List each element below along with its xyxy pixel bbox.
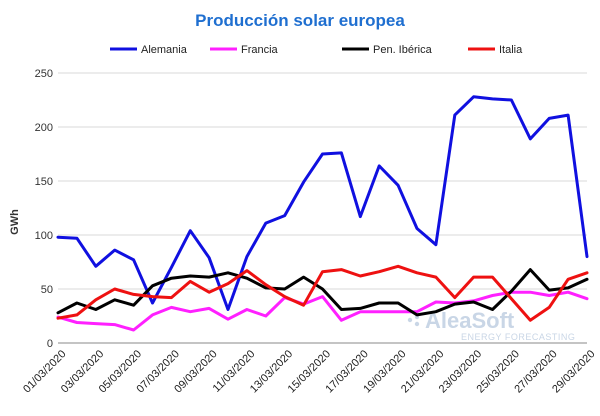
series-line-francia bbox=[56, 290, 589, 332]
y-axis-label: GWh bbox=[9, 209, 21, 235]
chart-title: Producción solar europea bbox=[195, 11, 405, 30]
series-group bbox=[56, 95, 589, 332]
x-axis-ticks: 01/03/202003/03/202005/03/202007/03/2020… bbox=[21, 348, 597, 395]
series-line-italia bbox=[56, 264, 589, 322]
y-tick-label: 200 bbox=[35, 122, 53, 134]
watermark-brand: AleaSoft bbox=[425, 308, 515, 333]
legend-label: Francia bbox=[241, 44, 279, 56]
series-line-pen-ib-rica bbox=[56, 268, 589, 317]
y-tick-label: 50 bbox=[41, 284, 53, 296]
series-line-alemania bbox=[56, 95, 589, 311]
legend-label: Alemania bbox=[141, 44, 188, 56]
legend: Alemania Francia Pen. Ibérica Italia bbox=[110, 44, 523, 56]
watermark-dot-icon bbox=[414, 321, 420, 327]
grid bbox=[58, 72, 587, 290]
legend-label: Pen. Ibérica bbox=[373, 44, 433, 56]
y-tick-label: 250 bbox=[35, 68, 53, 80]
legend-label: Italia bbox=[499, 44, 523, 56]
y-tick-label: 150 bbox=[35, 176, 53, 188]
y-tick-label: 100 bbox=[35, 230, 53, 242]
watermark-tagline: ENERGY FORECASTING bbox=[461, 332, 575, 342]
y-tick-label: 0 bbox=[47, 338, 53, 350]
y-axis-ticks: 0 50 100 150 200 250 bbox=[35, 68, 53, 350]
watermark-dot-icon bbox=[407, 317, 413, 323]
